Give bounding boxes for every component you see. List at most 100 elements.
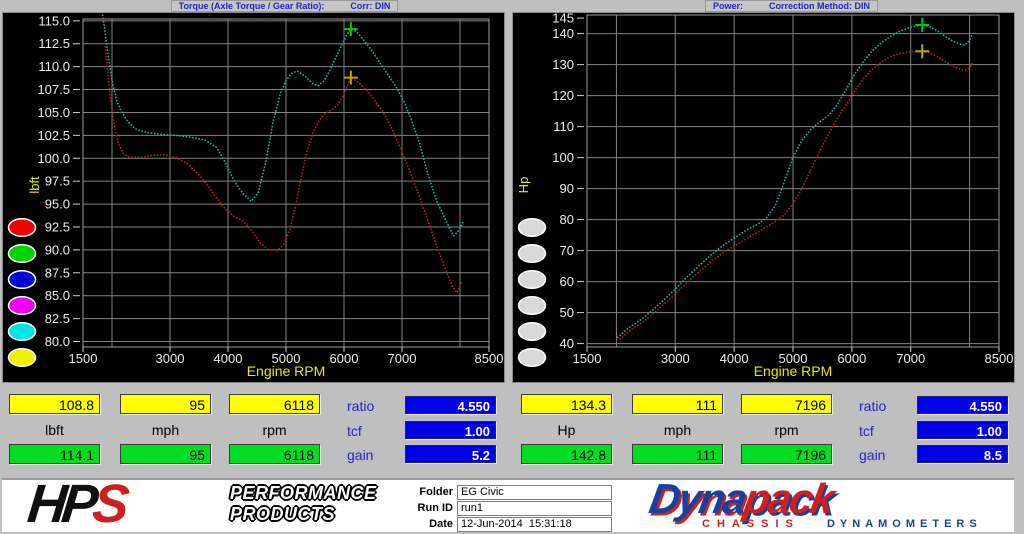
folder-label: Folder <box>419 486 453 498</box>
curve-color-button-0[interactable] <box>517 217 547 238</box>
power-top-value-2: 7196 <box>741 394 832 414</box>
curve-color-button-1[interactable] <box>7 243 37 264</box>
hps-logo-s: S <box>89 474 128 534</box>
run-info-fields: Folder Run ID Date <box>395 484 612 532</box>
y-tick-label: 107.5 <box>37 82 70 97</box>
power-param-value-tcf: 1.00 <box>917 421 1008 439</box>
y-tick-label: 97.5 <box>45 174 70 189</box>
hps-tagline: PERFORMANCE PRODUCTS <box>230 483 377 525</box>
torque-unit-label-0: lbft <box>45 422 64 438</box>
torque-top-value-2: 6118 <box>229 394 320 414</box>
x-tick-label: 4000 <box>214 351 243 366</box>
curve-color-button-4[interactable] <box>517 321 547 342</box>
hp-curve-run-red <box>619 50 974 340</box>
hps-logo-hp: HP <box>24 474 97 534</box>
torque-unit-label-1: mph <box>151 422 180 438</box>
x-tick-label: 8500 <box>475 351 504 366</box>
y-tick-label: 130 <box>552 57 574 72</box>
curve-color-button-3[interactable] <box>7 295 37 316</box>
power-top-value-0: 134.3 <box>521 394 612 414</box>
hps-tagline-line1: PERFORMANCE <box>230 483 377 503</box>
torque-param-value-ratio: 4.550 <box>405 396 496 414</box>
y-tick-label: 80.0 <box>45 334 70 349</box>
curve-color-button-1[interactable] <box>517 243 547 264</box>
curve-color-button-5[interactable] <box>7 347 37 368</box>
x-tick-label: 5000 <box>779 351 808 366</box>
y-tick-label: 120 <box>552 88 574 103</box>
x-tick-label: 5000 <box>272 351 301 366</box>
x-axis-label: Engine RPM <box>754 363 833 379</box>
y-axis-label: lbft <box>27 176 42 194</box>
power-unit-label-0: Hp <box>557 422 576 438</box>
power-param-value-ratio: 4.550 <box>917 396 1008 414</box>
curve-color-button-0[interactable] <box>7 217 37 238</box>
power-unit-label-1: mph <box>663 422 692 438</box>
y-tick-label: 110 <box>553 119 574 134</box>
curve-color-button-4[interactable] <box>7 321 37 342</box>
x-tick-label: 6000 <box>837 351 866 366</box>
torque-top-value-0: 108.8 <box>9 394 100 414</box>
dynapack-chassis-label: CHASSIS <box>702 518 800 530</box>
y-tick-label: 82.5 <box>45 311 70 326</box>
torque-chart: 80.0 82.5 85.0 87.5 90.0 92.5 95.0 97.5 100.0 102… <box>7 13 504 379</box>
torque-panel: 80.0 82.5 85.0 87.5 90.0 92.5 95.0 97.5 100.0 102… <box>2 12 505 383</box>
curve-color-button-3[interactable] <box>517 295 547 316</box>
y-tick-label: 60 <box>560 274 574 289</box>
power-title-box: Power: Correction Method: DIN <box>704 0 878 12</box>
power-bottom-value-1: 111 <box>632 444 723 464</box>
dynapack-wordmark: Dynapack <box>646 475 1014 522</box>
dynapack-wordmark-pack: pack <box>740 475 837 522</box>
date-input[interactable] <box>457 516 612 532</box>
hps-logo: HPS <box>25 474 127 534</box>
torque-title: Torque (Axle Torque / Gear Ratio): <box>178 1 325 11</box>
power-param-value-gain: 8.5 <box>917 445 1008 463</box>
footer-bar: HPS PERFORMANCE PRODUCTS Folder Run ID D… <box>2 474 1014 534</box>
power-correction-label: Correction Method: DIN <box>769 1 870 11</box>
x-tick-label: 3000 <box>661 351 690 366</box>
y-tick-label: 110.0 <box>38 59 70 74</box>
y-tick-label: 112.5 <box>38 36 70 51</box>
power-unit-label-2: rpm <box>774 422 799 438</box>
power-param-label-ratio: ratio <box>859 398 887 414</box>
power-title: Power: <box>712 1 743 11</box>
torque-param-label-ratio: ratio <box>347 398 375 414</box>
dynapack-subtitle: CHASSIS DYNAMOMETERS <box>702 518 982 530</box>
y-axis-label: Hp <box>516 177 531 194</box>
x-tick-label: 1500 <box>573 351 602 366</box>
x-tick-label: 1500 <box>69 351 98 366</box>
folder-input[interactable] <box>457 484 612 500</box>
date-label: Date <box>429 518 453 530</box>
y-tick-label: 90.0 <box>45 242 70 257</box>
y-tick-label: 85.0 <box>45 288 70 303</box>
power-panel: 40 50 60 70 80 90 100 110 120 130 140 145 1500 3000 40… <box>512 11 1015 383</box>
x-axis-label: Engine RPM <box>247 363 326 379</box>
power-top-value-1: 111 <box>632 394 723 414</box>
curve-color-button-5[interactable] <box>517 347 547 368</box>
hp-curve-run-cyan <box>616 24 974 339</box>
readout-area: 108.8 95 6118 lbft mph rpm 114.1 95 6118 ratio 4.5… <box>0 383 1024 478</box>
x-tick-label: 7000 <box>896 351 925 366</box>
y-tick-label: 40 <box>560 336 574 351</box>
x-tick-label: 3000 <box>156 351 185 366</box>
hps-tagline-line2: PRODUCTS <box>230 504 336 524</box>
y-tick-label: 80 <box>560 212 574 227</box>
torque-param-value-tcf: 1.00 <box>405 421 496 439</box>
torque-bottom-value-0: 114.1 <box>9 444 100 464</box>
y-tick-label: 100.0 <box>37 151 70 166</box>
x-tick-label: 4000 <box>720 351 749 366</box>
y-tick-label: 90 <box>560 181 574 196</box>
folder-field-row: Folder <box>395 484 612 500</box>
torque-bottom-value-1: 95 <box>120 444 211 464</box>
x-tick-label: 8500 <box>985 351 1014 366</box>
date-field-row: Date <box>395 516 612 532</box>
curve-color-button-2[interactable] <box>517 269 547 290</box>
y-tick-label: 145 <box>552 13 574 26</box>
power-bottom-value-0: 142.8 <box>521 444 612 464</box>
run-id-input[interactable] <box>457 500 612 516</box>
dynapack-dynamometers-label: DYNAMOMETERS <box>826 518 982 530</box>
y-tick-label: 50 <box>560 305 574 320</box>
run-id-label: Run ID <box>417 502 453 514</box>
y-tick-label: 140 <box>552 26 574 41</box>
curve-color-button-2[interactable] <box>7 269 37 290</box>
